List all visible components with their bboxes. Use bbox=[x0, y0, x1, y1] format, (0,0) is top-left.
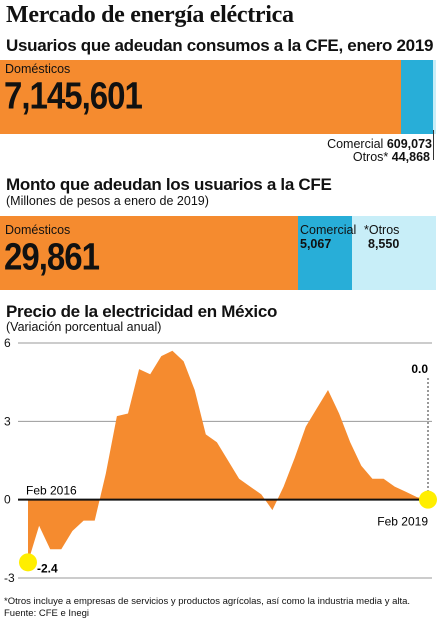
amount-bar-domesticos bbox=[0, 216, 298, 290]
amount-domesticos-value: 29,861 bbox=[4, 235, 100, 278]
users-bar-comercial bbox=[401, 60, 433, 134]
users-chart-title: Usuarios que adeudan consumos a la CFE, … bbox=[6, 36, 434, 55]
users-bar-domesticos bbox=[0, 60, 401, 134]
users-comercial-label: Comercial bbox=[327, 137, 384, 151]
users-bar-otros bbox=[433, 60, 436, 134]
price-y-tick-label: 6 bbox=[4, 336, 11, 350]
price-y-tick-label: -3 bbox=[4, 571, 15, 585]
amount-stacked-bar: Domésticos 29,861 Comercial 5,067 *Otros… bbox=[0, 216, 436, 290]
price-area-series bbox=[28, 350, 428, 563]
users-comercial-value: 609,073 bbox=[386, 137, 432, 151]
price-start-value-label: -2.4 bbox=[37, 561, 58, 575]
price-y-tick-label: 3 bbox=[4, 414, 11, 428]
price-gridlines bbox=[18, 342, 432, 579]
amount-otros-label: *Otros bbox=[364, 223, 400, 237]
price-end-value-label: 0.0 bbox=[411, 362, 428, 376]
users-otros-leader-line bbox=[433, 130, 434, 160]
price-y-tick-label: 0 bbox=[4, 493, 11, 507]
users-domesticos-label: Domésticos bbox=[5, 62, 71, 76]
amount-domesticos-label: Domésticos bbox=[5, 223, 71, 237]
users-domesticos-value: 7,145,601 bbox=[4, 74, 143, 117]
price-end-highlight-dot bbox=[419, 490, 437, 509]
page-title: Mercado de energía eléctrica bbox=[6, 2, 294, 28]
users-otros-value: 44,868 bbox=[391, 150, 430, 164]
price-x-end-label: Feb 2019 bbox=[377, 515, 428, 529]
price-chart-title: Precio de la electricidad en México bbox=[6, 302, 278, 321]
price-y-tick-labels: 6 3 0 -3 bbox=[4, 336, 15, 585]
users-comercial-legend: Comercial 609,073 bbox=[327, 137, 432, 151]
users-otros-label: Otros* bbox=[352, 150, 389, 164]
users-otros-legend: Otros* 44,868 bbox=[353, 150, 430, 164]
amount-comercial-value: 5,067 bbox=[300, 237, 332, 251]
amount-otros-value: 8,550 bbox=[368, 237, 400, 251]
price-area-chart: 6 3 0 -3 -2.4 0.0 Feb 2016 Feb 2019 bbox=[4, 336, 437, 585]
footnote: *Otros incluye a empresas de servicios y… bbox=[4, 596, 410, 620]
amount-bar-comercial bbox=[298, 216, 352, 290]
footnote-source: Fuente: CFE e Inegi bbox=[4, 608, 90, 619]
amount-bar-otros bbox=[352, 216, 436, 290]
users-stacked-bar: Domésticos 7,145,601 bbox=[0, 60, 436, 134]
amount-chart-title: Monto que adeudan los usuarios a la CFE bbox=[6, 175, 332, 194]
price-start-highlight-dot bbox=[19, 553, 37, 572]
price-x-start-label: Feb 2016 bbox=[26, 484, 77, 498]
amount-chart-subtitle: (Millones de pesos a enero de 2019) bbox=[6, 194, 209, 208]
amount-comercial-label: Comercial bbox=[300, 223, 357, 237]
price-chart-subtitle: (Variación porcentual anual) bbox=[6, 320, 162, 334]
footnote-others-note: *Otros incluye a empresas de servicios y… bbox=[4, 596, 411, 607]
